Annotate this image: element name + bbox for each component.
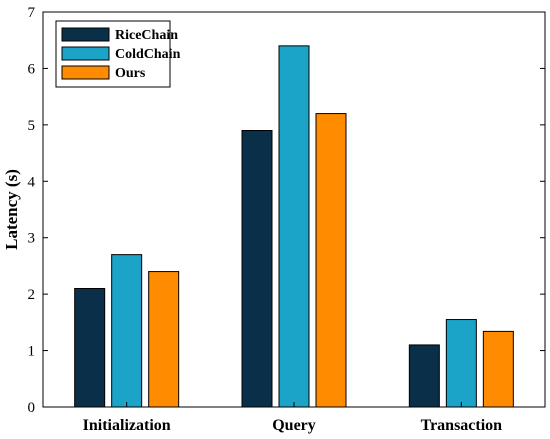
bar-ricechain-initialization	[74, 288, 106, 408]
legend-swatch-ours	[61, 65, 110, 80]
legend-label-ours: Ours	[115, 66, 146, 81]
x-category-label: Query	[272, 417, 316, 434]
y-tick-label: 1	[28, 344, 36, 360]
legend-label-ricechain: RiceChain	[115, 28, 178, 43]
bar-ricechain-transaction	[408, 344, 440, 408]
y-tick-label: 3	[28, 231, 36, 247]
bar-ours-query	[315, 113, 347, 408]
y-tick-label: 0	[28, 400, 36, 416]
legend-label-coldchain: ColdChain	[115, 47, 181, 62]
bar-ours-transaction	[482, 330, 514, 408]
y-axis-ticks: 0 1 2 3 4 5 6 7	[28, 5, 545, 416]
bar-coldchain-query	[278, 45, 310, 408]
y-axis-title: Latency (s)	[2, 169, 21, 250]
y-tick-label: 4	[28, 174, 36, 190]
x-axis-labels: Initialization Query Transaction	[83, 402, 503, 434]
y-tick-label: 7	[28, 5, 36, 21]
y-tick-label: 6	[28, 61, 36, 77]
bar-ours-initialization	[148, 271, 180, 408]
x-category-label: Transaction	[421, 417, 503, 434]
y-tick-label: 2	[28, 287, 36, 303]
bar-coldchain-transaction	[445, 319, 477, 408]
x-category-label: Initialization	[83, 417, 171, 434]
bars-layer	[74, 45, 514, 408]
legend-swatch-coldchain	[61, 46, 110, 61]
legend: RiceChain ColdChain Ours	[55, 20, 181, 88]
legend-swatch-ricechain	[61, 27, 110, 42]
y-tick-label: 5	[28, 118, 36, 134]
bar-coldchain-initialization	[111, 254, 143, 408]
bar-ricechain-query	[241, 130, 273, 408]
